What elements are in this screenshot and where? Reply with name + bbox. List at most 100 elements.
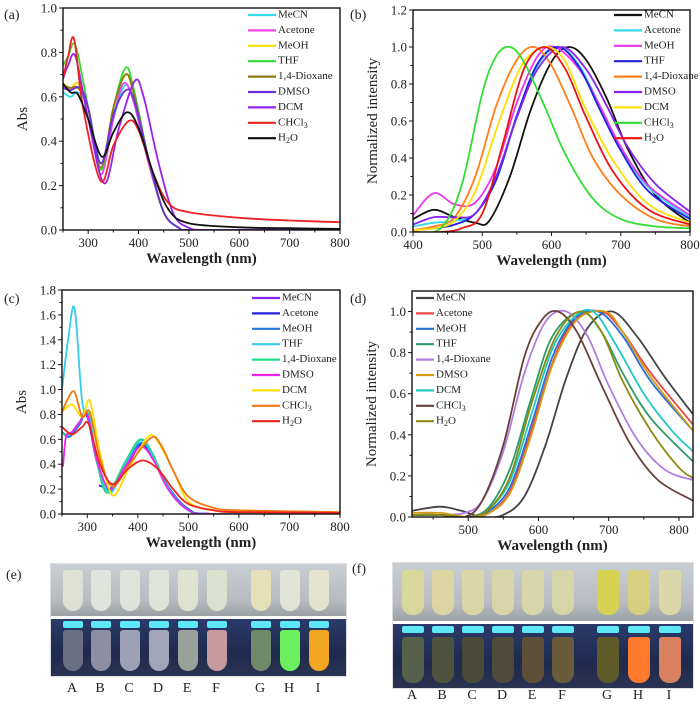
legend-label: DCM bbox=[282, 384, 307, 396]
subscript: 3 bbox=[462, 404, 466, 413]
chart-d: 500 600 700 800 0.0 0.2 0.4 0.6 0.8 1.0 Wavelength… bbox=[364, 290, 694, 554]
legend: MeCN Acetone MeOH THF 1,4-Dioxane DMSO DCM CHCl… bbox=[252, 292, 337, 428]
y-tick-label: 1.0 bbox=[391, 40, 407, 55]
legend-label: THF bbox=[278, 55, 299, 67]
y-tick-label: 0.2 bbox=[391, 188, 407, 203]
panel-label-f: (f) bbox=[352, 562, 366, 577]
vial-label: B bbox=[437, 688, 447, 703]
y-tick-label: 1.2 bbox=[40, 357, 56, 372]
vial-daylight bbox=[280, 570, 300, 611]
vial-daylight bbox=[149, 570, 169, 611]
uv-photo bbox=[393, 624, 693, 688]
y-tick-label: 0.2 bbox=[40, 482, 56, 497]
vial-daylight bbox=[597, 569, 619, 616]
x-tick-label: 800 bbox=[330, 519, 350, 534]
vial-daylight bbox=[462, 569, 484, 616]
series-group bbox=[63, 36, 340, 230]
y-tick-label: 0.6 bbox=[41, 89, 58, 104]
vial-daylight bbox=[251, 570, 271, 611]
legend-label: MeOH bbox=[278, 39, 309, 51]
daylight-photo bbox=[393, 563, 693, 621]
legend-label: CHCl3 bbox=[278, 116, 308, 129]
legend-label: 1,4-Dioxane bbox=[644, 70, 699, 82]
x-tick-label: 300 bbox=[78, 519, 98, 534]
subscript: 3 bbox=[670, 121, 674, 130]
vial-daylight bbox=[309, 570, 329, 611]
legend-label: 1,4-Dioxane bbox=[278, 70, 333, 82]
photo-separator bbox=[51, 616, 346, 619]
photo-f-vials bbox=[392, 562, 694, 689]
legend-label: CHCl3 bbox=[436, 399, 466, 412]
photo-separator bbox=[393, 621, 693, 624]
legend-label: DMSO bbox=[278, 86, 310, 98]
x-axis-label: Wavelength (nm) bbox=[496, 253, 606, 269]
legend: MeCN Acetone MeOH THF 1,4-Dioxane DMSO DCM CHCl… bbox=[248, 9, 333, 145]
vial-daylight bbox=[492, 569, 514, 616]
series-line-thf bbox=[63, 42, 340, 230]
vial-cap bbox=[207, 621, 227, 628]
legend-label: MeCN bbox=[282, 292, 312, 304]
subscript: 2 bbox=[286, 136, 290, 145]
legend-label: CHCl3 bbox=[282, 399, 312, 412]
panel-label-e: (e) bbox=[6, 568, 22, 583]
series-line-thf bbox=[412, 310, 693, 517]
y-tick-label: 0.4 bbox=[40, 457, 57, 472]
subscript: 3 bbox=[308, 404, 312, 413]
vial-label: I bbox=[315, 681, 321, 696]
y-tick-label: 0.0 bbox=[390, 510, 406, 525]
vial-label: D bbox=[152, 681, 164, 696]
chart-b: 400 500 600 700 800 0.0 0.2 0.4 0.6 0.8 1.0 1.2 Wave… bbox=[365, 3, 700, 270]
legend-label: DCM bbox=[278, 101, 303, 113]
series-line-dmso bbox=[413, 46, 690, 226]
vial-label: E bbox=[527, 688, 537, 703]
y-tick-label: 1.0 bbox=[41, 1, 57, 16]
legend-label: Acetone bbox=[644, 24, 681, 36]
vial-uv bbox=[492, 636, 514, 683]
legend-label: MeOH bbox=[282, 322, 313, 334]
y-tick-label: 0.0 bbox=[40, 507, 56, 522]
x-axis-label: Wavelength (nm) bbox=[146, 535, 256, 551]
x-tick-label: 700 bbox=[599, 522, 619, 537]
legend-label: Acetone bbox=[436, 307, 473, 319]
vial-uv bbox=[207, 630, 227, 672]
text: O bbox=[656, 132, 664, 144]
series-line-acetone bbox=[98, 443, 340, 514]
x-tick-label: 500 bbox=[473, 237, 493, 252]
series-line-h2o bbox=[413, 46, 690, 232]
y-tick-label: 0.8 bbox=[40, 407, 56, 422]
legend-label: DMSO bbox=[282, 369, 314, 381]
legend-label: CHCl3 bbox=[644, 116, 674, 129]
legend-label: H2O bbox=[278, 132, 298, 145]
vial-label: H bbox=[632, 688, 644, 703]
series-line-thf bbox=[413, 46, 690, 232]
x-tick-label: 600 bbox=[529, 522, 549, 537]
y-axis-label: Abs bbox=[14, 390, 30, 414]
legend-label: DMSO bbox=[436, 369, 468, 381]
series-line-meoh bbox=[412, 309, 693, 517]
vial-uv bbox=[402, 636, 424, 683]
subscript: 2 bbox=[290, 419, 294, 428]
vial-uv bbox=[659, 636, 681, 683]
vial-uv bbox=[251, 630, 271, 672]
legend: MeCN Acetone MeOH THF 1,4-Dioxane DMSO DCM CHCl… bbox=[614, 9, 699, 145]
vial-label: A bbox=[406, 688, 418, 703]
x-tick-label: 700 bbox=[611, 237, 631, 252]
vial-uv bbox=[432, 636, 454, 683]
series-group bbox=[62, 305, 340, 514]
series-line-chcl3 bbox=[63, 36, 340, 224]
y-tick-label: 1.4 bbox=[40, 332, 57, 347]
vial-cap bbox=[402, 626, 424, 633]
vial-cap bbox=[309, 621, 329, 628]
x-axis-label: Wavelength (nm) bbox=[497, 538, 607, 554]
x-tick-label: 400 bbox=[128, 519, 148, 534]
panel-label-d: (d) bbox=[350, 292, 367, 307]
legend-label: H2O bbox=[282, 415, 302, 428]
y-tick-label: 0.8 bbox=[391, 77, 407, 92]
vial-label: C bbox=[467, 688, 477, 703]
vial-uv bbox=[178, 630, 198, 672]
x-tick-label: 700 bbox=[280, 235, 300, 250]
vial-daylight bbox=[659, 569, 681, 616]
vial-cap bbox=[432, 626, 454, 633]
vial-uv bbox=[120, 630, 140, 672]
y-tick-label: 0.6 bbox=[40, 432, 57, 447]
